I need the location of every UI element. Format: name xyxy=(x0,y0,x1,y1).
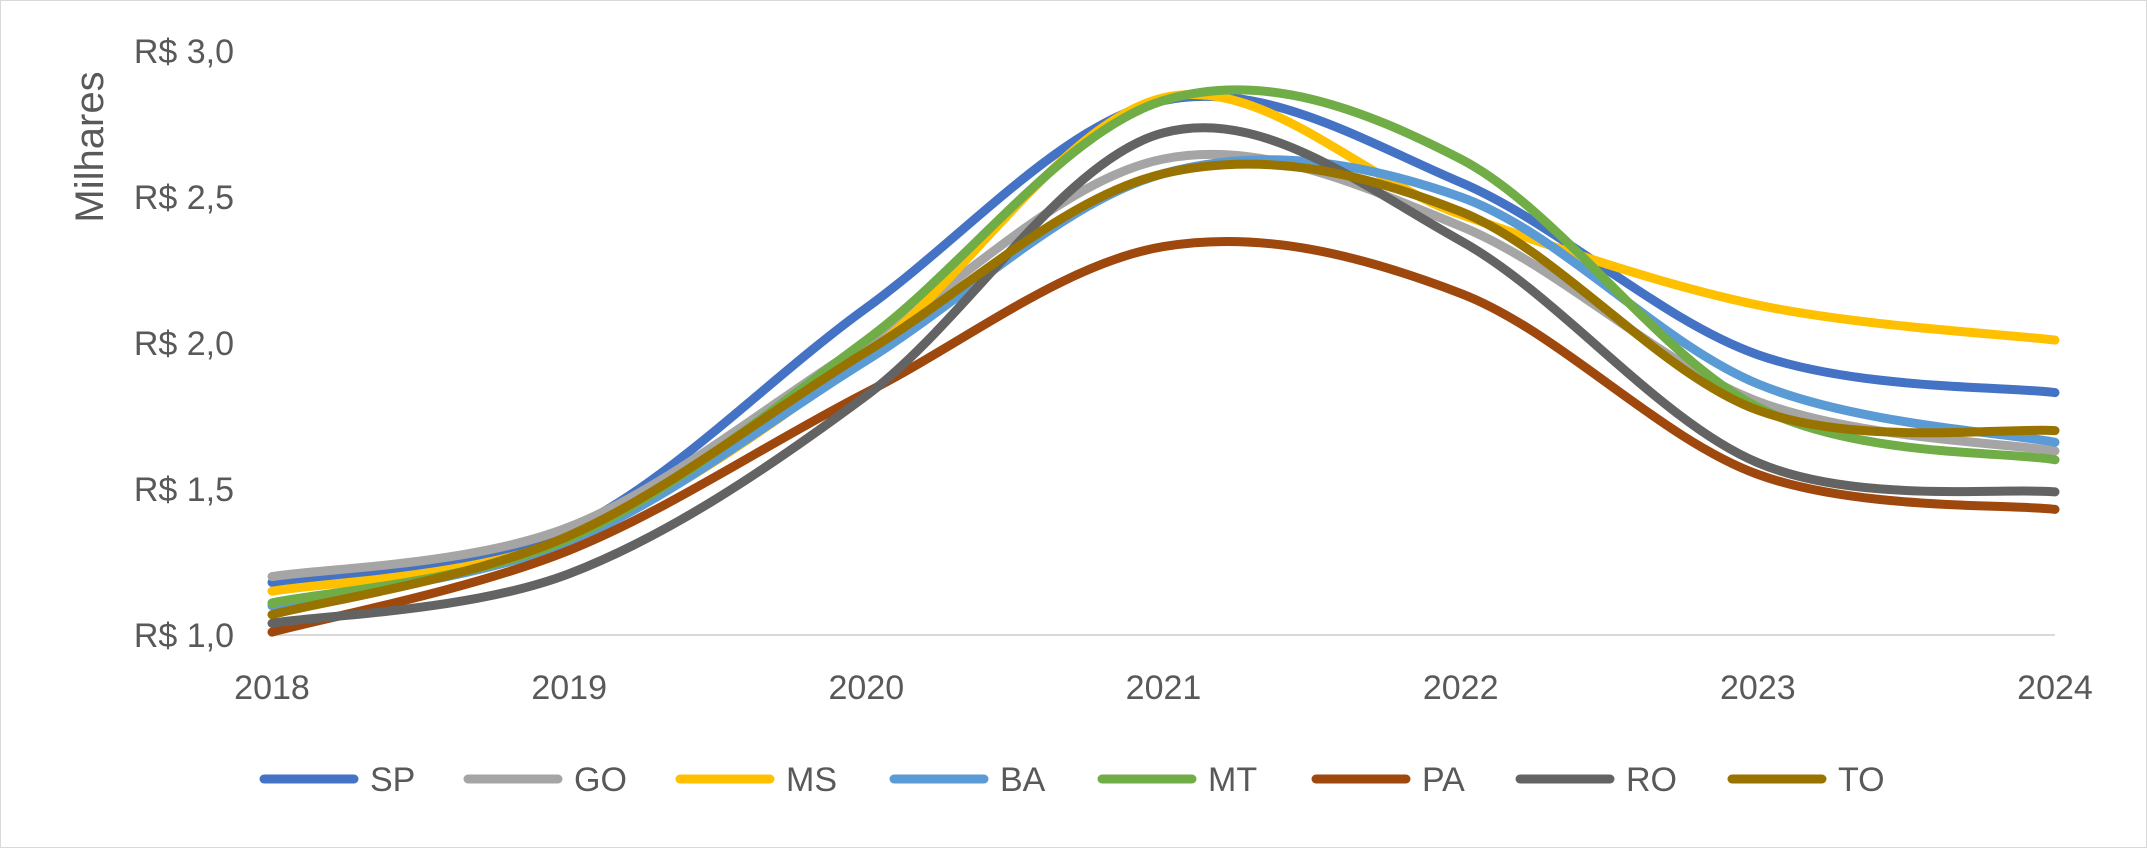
legend-item-ms[interactable]: MS xyxy=(675,761,837,799)
legend-label: GO xyxy=(574,761,627,799)
y-tick-label: R$ 2,5 xyxy=(134,179,234,217)
legend-item-sp[interactable]: SP xyxy=(259,761,415,799)
legend-label: BA xyxy=(1000,761,1046,799)
legend-label: RO xyxy=(1626,761,1677,799)
x-tick-label: 2023 xyxy=(1720,669,1796,707)
legend-label: MS xyxy=(786,761,837,799)
legend-item-mt[interactable]: MT xyxy=(1097,761,1257,799)
legend-item-go[interactable]: GO xyxy=(463,761,627,799)
y-tick-label: R$ 2,0 xyxy=(134,325,234,363)
x-tick-label: 2019 xyxy=(531,669,607,707)
legend-label: SP xyxy=(370,761,415,799)
x-tick-label: 2020 xyxy=(829,669,905,707)
x-tick-label: 2021 xyxy=(1126,669,1202,707)
series-line-mt xyxy=(267,85,2060,608)
series-line-ro xyxy=(267,123,2060,628)
y-axis-tick-labels: R$ 1,0 R$ 1,5 R$ 2,0 R$ 2,5 R$ 3,0 xyxy=(134,33,234,655)
legend-item-ro[interactable]: RO xyxy=(1515,761,1677,799)
series-line-ms xyxy=(267,89,2060,596)
legend-item-to[interactable]: TO xyxy=(1727,761,1885,799)
x-axis-tick-labels: 2018 2019 2020 2021 2022 2023 2024 xyxy=(234,669,2093,707)
y-tick-label: R$ 1,0 xyxy=(134,617,234,655)
y-axis-title: Milhares xyxy=(68,71,112,222)
x-tick-label: 2022 xyxy=(1423,669,1499,707)
series-line-to xyxy=(267,159,2060,620)
y-tick-label: R$ 3,0 xyxy=(134,33,234,71)
series-lines xyxy=(267,85,2060,637)
legend-item-ba[interactable]: BA xyxy=(889,761,1046,799)
legend-label: TO xyxy=(1838,761,1885,799)
x-tick-label: 2024 xyxy=(2017,669,2093,707)
series-line-pa xyxy=(267,236,2060,637)
legend-label: PA xyxy=(1422,761,1465,799)
x-tick-label: 2018 xyxy=(234,669,310,707)
legend: SP GO MS BA MT PA RO TO xyxy=(259,761,1885,799)
series-line-go xyxy=(267,149,2060,582)
legend-label: MT xyxy=(1208,761,1257,799)
legend-item-pa[interactable]: PA xyxy=(1311,761,1465,799)
y-tick-label: R$ 1,5 xyxy=(134,471,234,509)
